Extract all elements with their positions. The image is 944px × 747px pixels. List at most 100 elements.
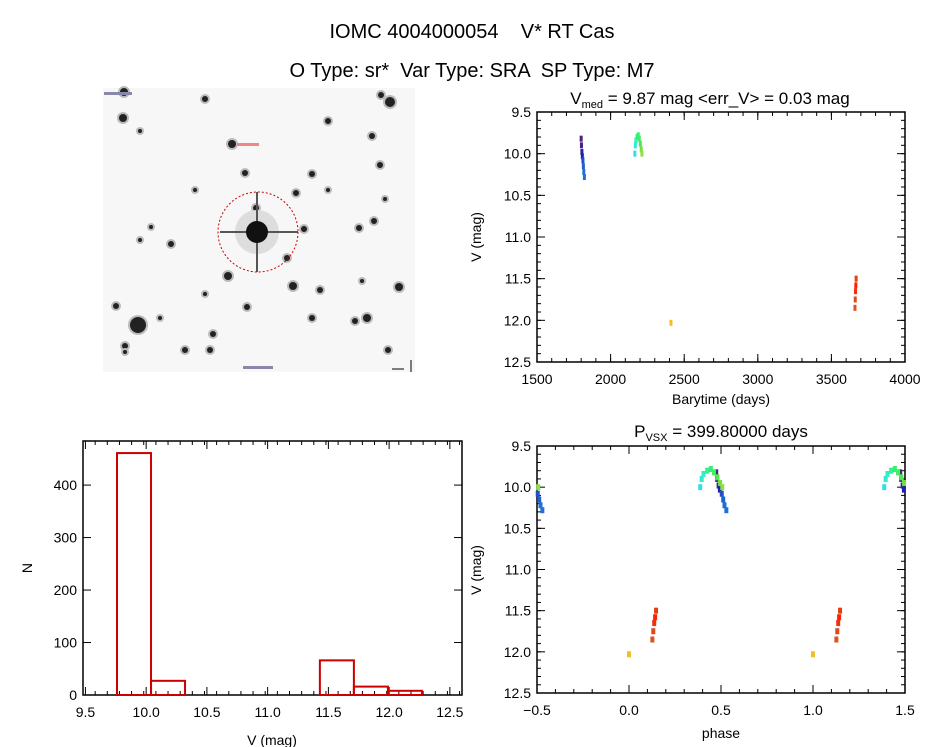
star (309, 315, 315, 321)
light-curve-point (634, 137, 638, 144)
phase-plot-xtick-label: 1.0 (803, 702, 823, 718)
light-curve-point (853, 304, 857, 311)
phase-plot-point (698, 484, 703, 491)
phase-plot-ytick-label: 10.0 (504, 479, 531, 495)
phase-plot-point (721, 496, 726, 503)
phase-plot: PVSX = 399.80000 days phase V (mag) −0.5… (468, 422, 915, 741)
phase-plot-point (650, 636, 655, 643)
phase-plot-point (717, 486, 722, 493)
phase-plot-point (720, 484, 725, 491)
corner-label-mark (104, 92, 132, 95)
light-curve-point (633, 150, 637, 157)
star (309, 171, 315, 177)
phase-plot-point (627, 651, 631, 658)
phase-plot-point (538, 502, 543, 509)
histogram-xtick-label: 9.5 (76, 704, 96, 720)
phase-plot-xtick-label: 0.5 (711, 702, 731, 718)
phase-plot-point (724, 507, 729, 514)
light-curve-point (581, 157, 585, 164)
light-curve-point (853, 296, 857, 303)
light-curve-point (582, 174, 586, 180)
star (385, 347, 391, 353)
light-curve-xtick-label: 2000 (595, 371, 626, 387)
phase-plot-ytick-label: 10.5 (504, 520, 531, 536)
light-curve-xlabel: Barytime (days) (672, 391, 770, 407)
histogram-bar (352, 685, 389, 697)
light-curve-axes-frame (536, 111, 906, 363)
phase-plot-ytick-label: 12.5 (504, 685, 531, 701)
phase-plot-point (885, 470, 890, 477)
phase-plot-point (705, 467, 710, 474)
phase-plot-point (834, 636, 839, 643)
star (224, 272, 232, 280)
histogram-ytick-label: 0 (69, 687, 77, 703)
phase-plot-point (714, 469, 719, 476)
star (371, 218, 377, 224)
phase-plot-point (653, 614, 658, 621)
target-circle (217, 191, 299, 273)
star (356, 225, 362, 231)
star (210, 331, 216, 337)
light-curve-point (637, 135, 641, 142)
phase-plot-point (537, 496, 542, 503)
star (293, 190, 299, 196)
star (244, 304, 250, 310)
phase-plot-point (715, 474, 720, 481)
star (325, 118, 331, 124)
phase-plot-point (535, 490, 540, 497)
light-curve-point (854, 275, 858, 282)
light-curve-point (581, 163, 585, 170)
light-curve-point (854, 288, 858, 295)
star (326, 188, 330, 192)
star (203, 292, 207, 296)
histogram-plot: V (mag) N 9.5 10.0 10.5 11.0 11.5 12.0 12.5 0 10… (19, 440, 464, 747)
star (207, 347, 213, 353)
light-curve-ytick-label: 11.5 (505, 271, 531, 287)
phase-plot-xtick-label: 0.0 (619, 702, 639, 718)
histogram-bar (150, 679, 187, 696)
phase-plot-point (536, 484, 541, 491)
light-curve-ytick-label: 12.0 (504, 312, 531, 328)
phase-plot-point (836, 620, 841, 627)
phase-plot-point (699, 475, 704, 482)
light-curve-title: Vmed = 9.87 mag <err_V> = 0.03 mag (570, 89, 849, 111)
light-curve-xtick-label: 1500 (521, 371, 552, 387)
light-curve-xtick-label: 4000 (889, 371, 920, 387)
light-curve-point (640, 150, 644, 157)
star (378, 92, 384, 98)
star (119, 114, 127, 122)
star (377, 162, 383, 168)
phase-plot-point (902, 480, 907, 487)
light-curve-point (582, 169, 586, 175)
phase-plot-ylabel: V (mag) (468, 545, 484, 595)
star (242, 170, 248, 176)
scale-label-mark (243, 366, 273, 369)
light-curve-xtick-label: 3000 (742, 371, 773, 387)
light-curve-point (580, 149, 584, 155)
phase-plot-point (651, 628, 656, 635)
phase-plot-point (811, 651, 815, 658)
phase-plot-title: PVSX = 399.80000 days (634, 422, 808, 444)
histogram-xlabel: V (mag) (247, 732, 297, 747)
finder-chart-image (103, 86, 415, 372)
histogram-ytick-label: 400 (54, 477, 78, 493)
star (149, 225, 153, 229)
histogram-xtick-label: 12.5 (436, 704, 463, 720)
histogram-xtick-label: 11.0 (255, 704, 281, 720)
histogram-ytick-label: 100 (54, 635, 78, 651)
histogram-ytick-label: 200 (54, 582, 78, 598)
histogram-bar (318, 659, 355, 697)
phase-plot-point (712, 469, 717, 476)
light-curve-ytick-label: 12.5 (504, 354, 531, 370)
phase-plot-ytick-label: 11.5 (505, 603, 531, 619)
phase-plot-point (837, 614, 842, 621)
target-label-mark (237, 143, 259, 146)
light-curve-point (633, 142, 637, 149)
light-curve-ytick-label: 9.5 (512, 104, 532, 120)
light-curve-point (580, 153, 584, 160)
phase-plot-xlabel: phase (702, 725, 740, 741)
star (122, 343, 128, 349)
histogram-xtick-label: 10.0 (133, 704, 160, 720)
phase-plot-point (901, 486, 906, 493)
